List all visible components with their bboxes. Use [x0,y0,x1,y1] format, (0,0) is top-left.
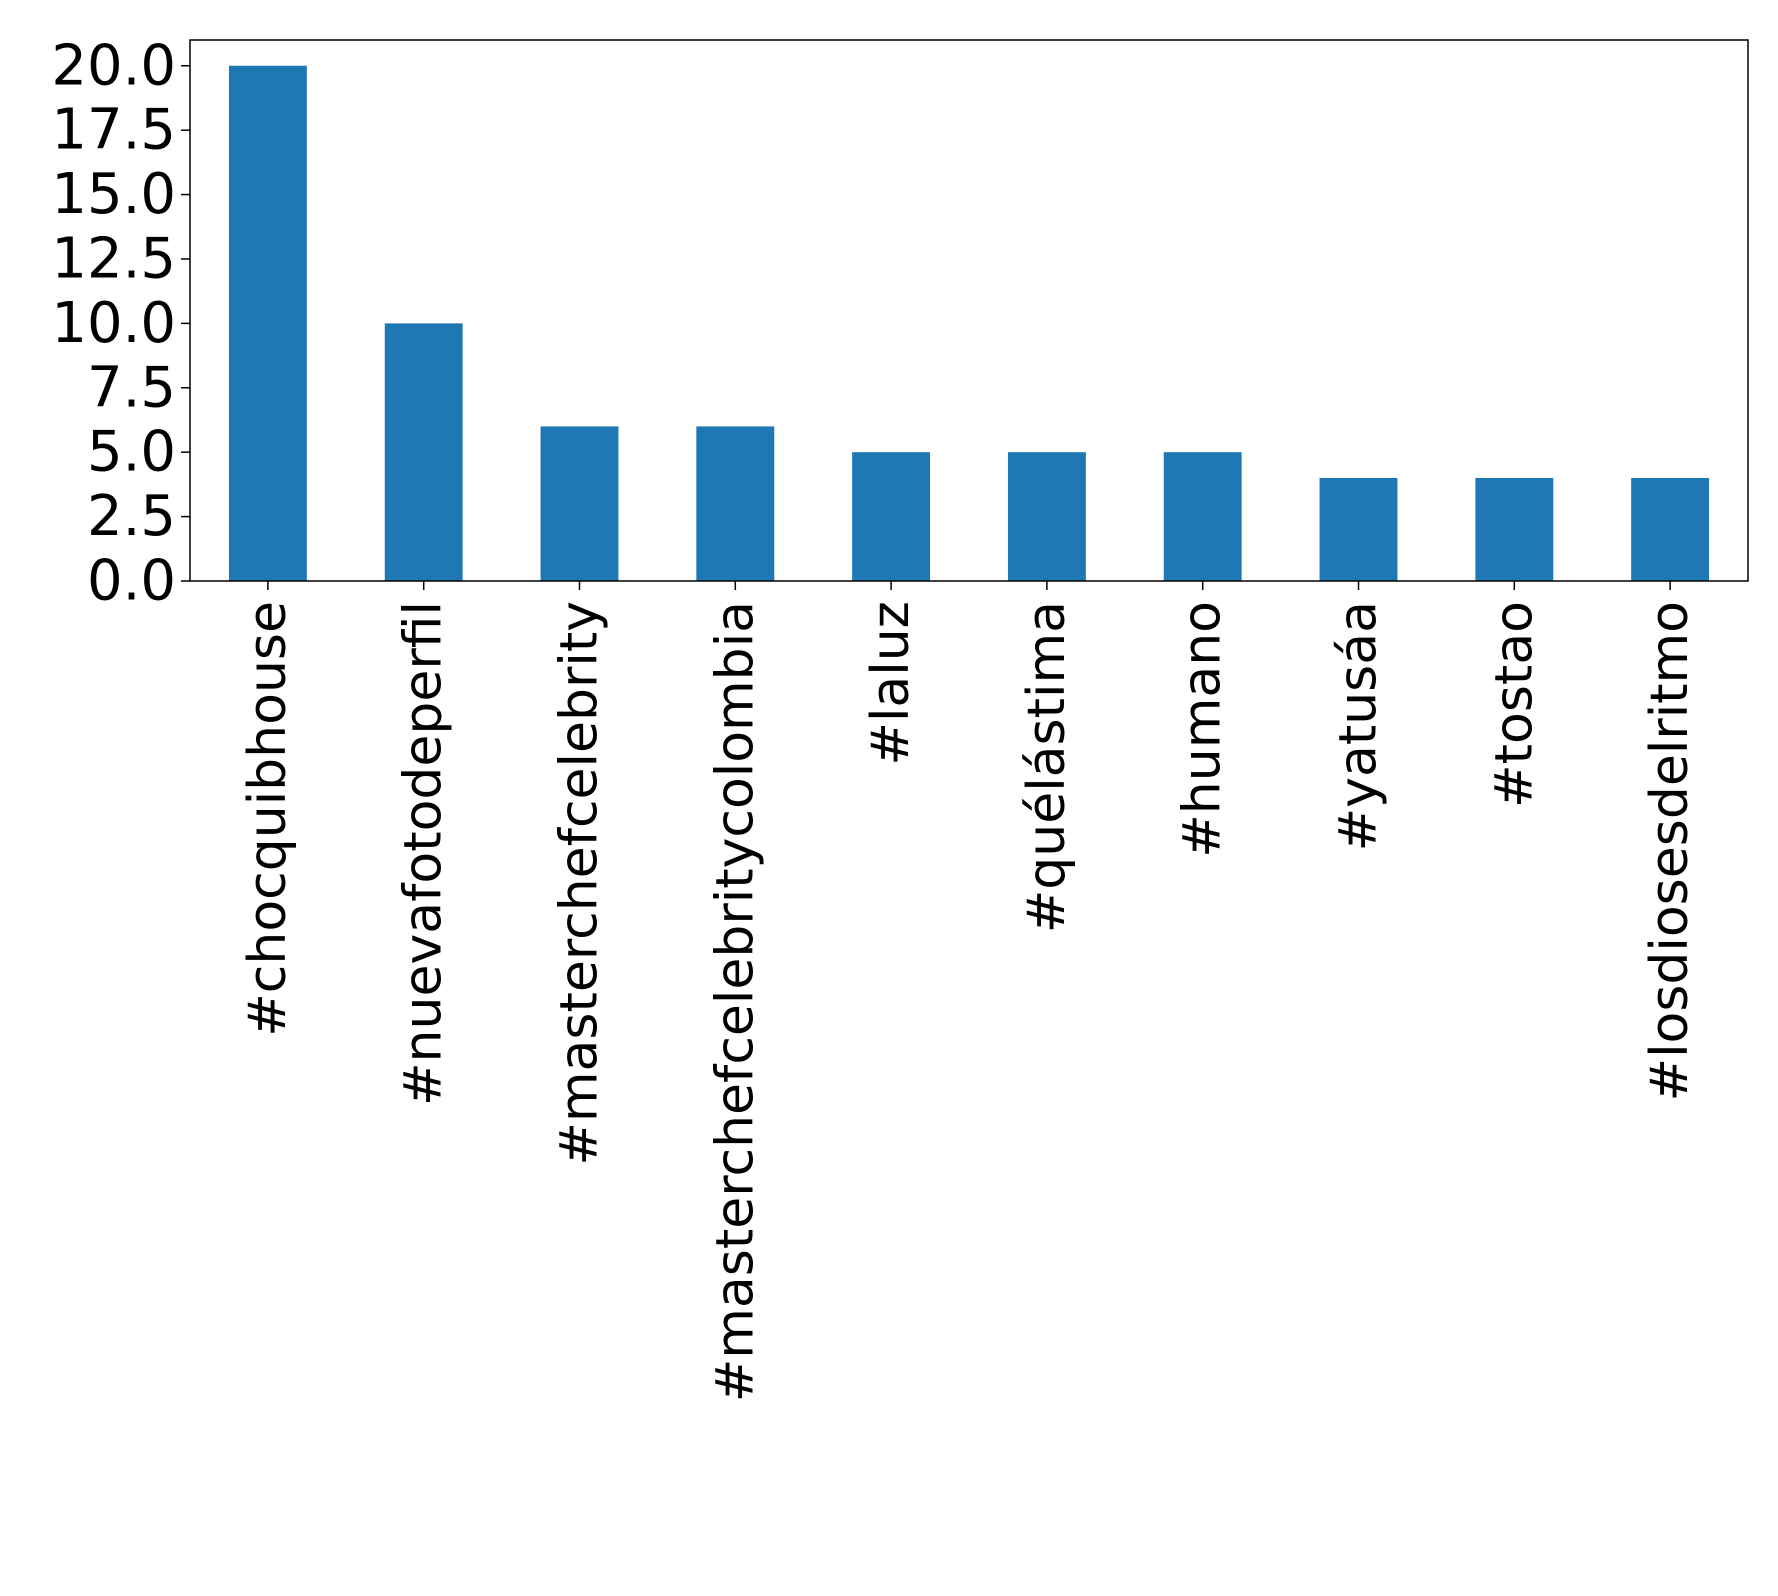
y-tick-label-4: 10.0 [51,291,176,356]
x-tick-label-9: #losdiosesdelritmo [1640,601,1700,1102]
plot-frame [189,39,1749,582]
bar-2 [540,426,619,581]
bar-1 [384,323,463,581]
x-tick-label-3: #masterchefcelebritycolombia [705,601,765,1402]
y-tick-label-0: 0.0 [87,549,176,614]
bar-6 [1163,452,1242,581]
bar-9 [1631,477,1710,581]
bars-group [228,65,1710,581]
bar-5 [1007,452,1086,581]
y-tick-label-5: 12.5 [51,226,176,291]
y-tick-label-6: 15.0 [51,162,176,227]
y-tick-label-2: 5.0 [87,420,176,485]
x-tick-label-7: #yatusáa [1329,601,1389,851]
x-tick-label-8: #tostao [1484,601,1544,808]
y-tick-label-8: 20.0 [51,33,176,98]
x-tick-label-1: #nuevafotodeperfil [394,601,454,1106]
x-tick-label-4: #laluz [861,601,921,766]
x-axis: #chocquibhouse #nuevafotodeperfil #masterc… [238,581,1700,1402]
y-tick-label-1: 2.5 [87,484,176,549]
y-axis: 0.02.55.07.510.012.515.017.520.0 [51,33,190,614]
bar-4 [852,452,931,581]
y-tick-label-3: 7.5 [87,355,176,420]
x-tick-label-5: #quélástima [1017,601,1077,933]
y-tick-label-7: 17.5 [51,98,176,163]
bar-8 [1475,477,1554,581]
bar-3 [696,426,775,581]
x-tick-label-6: #humano [1173,601,1233,858]
x-tick-label-0: #chocquibhouse [238,601,298,1037]
bar-0 [228,65,307,581]
bar-7 [1319,477,1398,581]
x-tick-label-2: #masterchefcelebrity [550,601,610,1166]
